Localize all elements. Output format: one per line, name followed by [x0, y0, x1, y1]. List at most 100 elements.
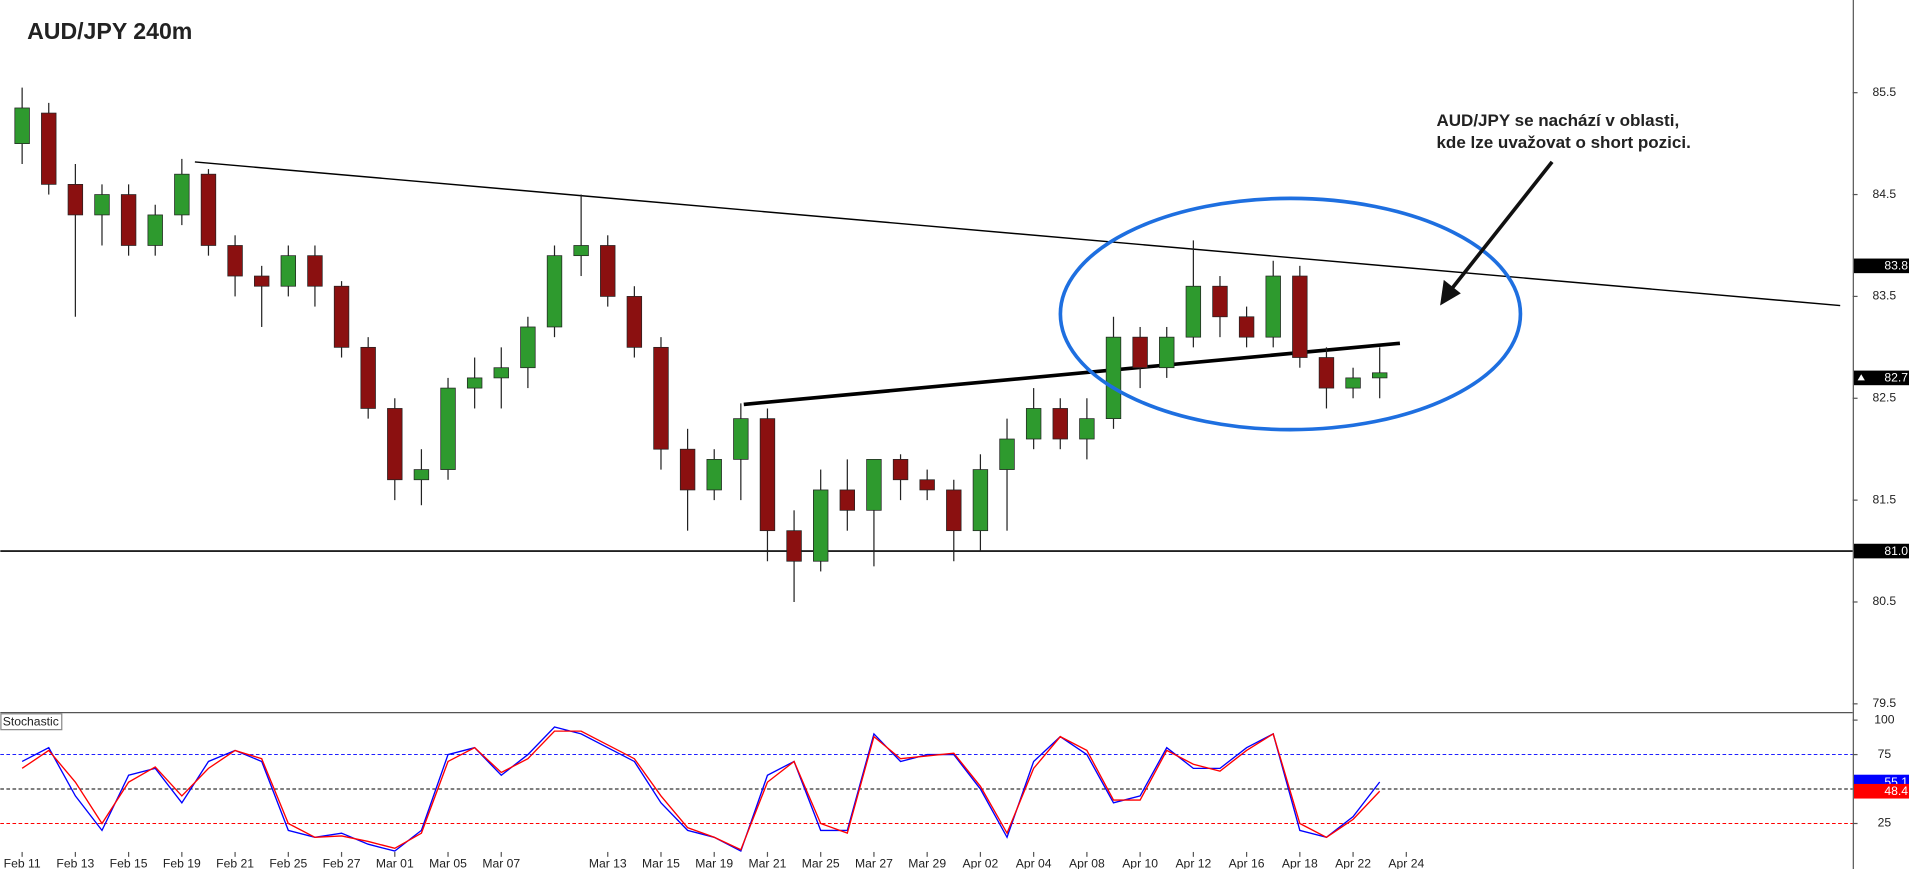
price-marker-box: [1853, 543, 1909, 559]
candle-body: [1105, 336, 1122, 420]
candle-body: [387, 408, 403, 481]
x-tick-label: Mar 13: [589, 856, 627, 869]
candle-body: [813, 489, 829, 562]
candle-body: [200, 173, 217, 246]
x-tick-label: Feb 19: [163, 856, 201, 869]
candle-body: [999, 438, 1015, 470]
candle-body: [440, 387, 456, 470]
price-marker-label: 81.0: [1884, 544, 1908, 558]
candle-body: [892, 459, 909, 481]
candle-body: [14, 107, 30, 144]
candle-body: [1025, 408, 1042, 440]
candle-body: [1052, 408, 1068, 440]
x-tick-label: Apr 10: [1122, 856, 1158, 869]
y-tick-label: 80.5: [1873, 594, 1897, 608]
candle-body: [1185, 285, 1202, 338]
candle-body: [67, 184, 84, 216]
candle-body: [333, 285, 350, 348]
x-tick-label: Apr 02: [962, 856, 998, 869]
x-tick-label: Mar 27: [855, 856, 893, 869]
candle-body: [280, 255, 297, 287]
x-tick-label: Apr 22: [1335, 856, 1371, 869]
candle-body: [147, 214, 163, 246]
candle-body: [1132, 336, 1148, 369]
stochastic-line: [21, 730, 1381, 851]
annotation: kde lze uvažovat o short pozici.: [1436, 133, 1690, 152]
panel-label-box: [0, 713, 63, 731]
arrow-head: [1440, 279, 1461, 306]
candle-body: [759, 418, 776, 532]
candle-body: [1345, 377, 1361, 389]
candle-body: [600, 245, 616, 297]
price-marker-box: [1853, 370, 1909, 386]
x-tick-label: Feb 21: [216, 856, 254, 869]
annotation: AUD/JPY se nachází v oblasti,: [1436, 111, 1679, 130]
stochastic-line: [21, 726, 1381, 853]
value-box-label: 48.4: [1884, 784, 1908, 798]
candle-body: [174, 173, 190, 216]
arrow-shaft: [1449, 160, 1554, 291]
x-tick-label: Mar 05: [429, 856, 467, 869]
y-tick-label: 25: [1878, 816, 1892, 830]
candle-body: [254, 275, 270, 287]
candle-body: [41, 112, 57, 185]
plot-layer: 79.5 80.5 81.5 82.5 83.5 84.5 85.5 83.8 82.7 81.0…: [0, 85, 1909, 869]
candle-body: [919, 479, 935, 491]
candle-body: [1212, 285, 1228, 318]
x-tick-label: Feb 13: [56, 856, 94, 869]
candle-body: [227, 245, 243, 277]
y-tick-label: 81.5: [1873, 492, 1897, 506]
candle-body: [866, 459, 882, 511]
x-tick-label: Mar 01: [376, 856, 414, 869]
candle-body: [1318, 357, 1335, 389]
trend-line: [743, 341, 1401, 407]
candle-body: [679, 448, 696, 491]
x-tick-label: Mar 07: [482, 856, 520, 869]
x-tick-label: Apr 18: [1282, 856, 1318, 869]
y-tick-label: 82.5: [1873, 390, 1897, 404]
x-tick-label: Feb 15: [110, 856, 148, 869]
candle-body: [653, 346, 669, 450]
x-tick-label: Apr 12: [1175, 856, 1211, 869]
panel-label: Stochastic: [3, 715, 59, 729]
candle-body: [546, 255, 563, 328]
candle-body: [839, 489, 856, 511]
candle-body: [786, 530, 802, 562]
x-tick-label: Mar 19: [695, 856, 733, 869]
candle-body: [573, 245, 589, 257]
x-tick-label: Feb 25: [269, 856, 307, 869]
price-marker-box: [1853, 258, 1909, 274]
candle-body: [1079, 418, 1095, 440]
candle-body: [1292, 275, 1308, 358]
candle-body: [706, 459, 722, 491]
x-tick-label: Apr 08: [1069, 856, 1105, 869]
candle-body: [466, 377, 483, 389]
y-tick-label: 83.5: [1873, 289, 1897, 303]
x-tick-label: Feb 27: [323, 856, 361, 869]
candle-body: [493, 367, 509, 379]
x-tick-label: Apr 16: [1229, 856, 1265, 869]
candle-body: [413, 469, 430, 481]
candle-body: [1372, 372, 1388, 379]
trend-line: [194, 161, 1841, 307]
value-box: [1853, 783, 1909, 799]
candle-body: [1159, 336, 1175, 369]
candle-body: [520, 326, 536, 369]
y-tick-label: 75: [1878, 747, 1892, 761]
candle-body: [1265, 275, 1281, 338]
chart-title: AUD/JPY 240m: [27, 18, 192, 44]
candle-body: [120, 194, 137, 246]
x-tick-label: Mar 25: [802, 856, 840, 869]
x-tick-label: Apr 04: [1016, 856, 1052, 869]
candle-body: [94, 194, 110, 216]
current-price-arrow: [1857, 374, 1865, 381]
candle-body: [1238, 316, 1255, 338]
price-marker-label: 83.8: [1884, 259, 1908, 273]
candle-body: [360, 346, 376, 409]
price-marker-label: 82.7: [1884, 371, 1908, 385]
candle-body: [972, 469, 989, 532]
y-tick-label: 84.5: [1873, 187, 1897, 201]
